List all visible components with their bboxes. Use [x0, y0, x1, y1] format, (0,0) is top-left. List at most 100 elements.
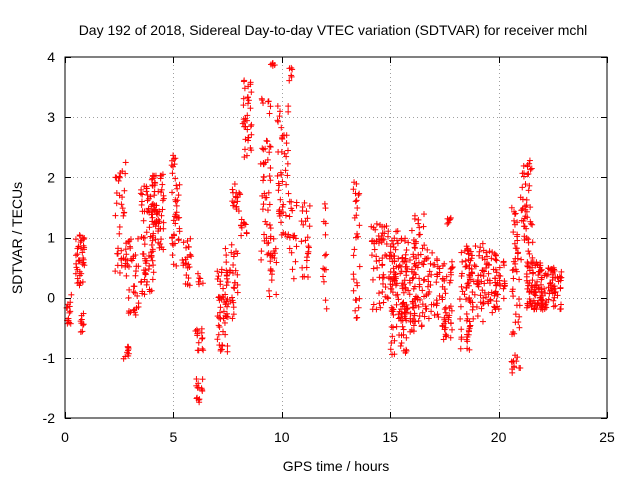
data-point: [474, 280, 481, 287]
data-point: [215, 293, 222, 300]
data-point: [258, 95, 265, 102]
data-point: [323, 305, 330, 312]
data-point: [301, 199, 308, 206]
data-point: [123, 272, 130, 279]
data-point: [373, 258, 380, 265]
data-point: [529, 221, 536, 228]
data-point: [421, 211, 428, 218]
data-point: [146, 224, 153, 231]
data-point: [387, 276, 394, 283]
data-point: [267, 103, 274, 110]
data-point: [323, 266, 330, 273]
data-point: [153, 202, 160, 209]
data-point: [465, 279, 472, 286]
data-point: [172, 220, 179, 227]
data-point: [198, 385, 205, 392]
data-point: [466, 295, 473, 302]
data-point: [281, 150, 288, 157]
data-point: [144, 197, 151, 204]
data-point: [267, 225, 274, 232]
data-point: [231, 279, 238, 286]
data-point: [264, 207, 271, 214]
data-point: [199, 345, 206, 352]
data-point: [288, 205, 295, 212]
data-point: [233, 189, 240, 196]
data-point: [411, 215, 418, 222]
data-point: [298, 238, 305, 245]
data-point: [275, 118, 282, 125]
data-point: [551, 294, 558, 301]
data-point: [403, 346, 410, 353]
data-point: [265, 189, 272, 196]
data-point: [434, 300, 441, 307]
data-point: [500, 285, 507, 292]
data-point: [303, 208, 310, 215]
data-point: [403, 334, 410, 341]
data-point: [435, 314, 442, 321]
data-point: [276, 108, 283, 115]
data-point: [266, 173, 273, 180]
data-point: [420, 277, 427, 284]
data-point: [389, 289, 396, 296]
data-point: [542, 302, 549, 309]
data-point: [429, 249, 436, 256]
data-point: [267, 258, 274, 265]
data-point: [154, 208, 161, 215]
data-point: [245, 83, 252, 90]
data-point: [389, 306, 396, 313]
data-point: [263, 221, 270, 228]
data-point: [237, 222, 244, 229]
data-point: [420, 261, 427, 268]
data-point: [351, 214, 358, 221]
data-point: [538, 288, 545, 295]
data-point: [234, 289, 241, 296]
data-point: [132, 289, 139, 296]
data-point: [135, 303, 142, 310]
data-point: [230, 311, 237, 318]
data-point: [395, 255, 402, 262]
data-point: [170, 261, 177, 268]
data-point: [289, 266, 296, 273]
axis-ticks: 0 5 10 15 20 25 -2 -1 0 1 2 3 4: [43, 49, 615, 445]
data-point: [529, 254, 536, 261]
data-point: [469, 306, 476, 313]
data-point: [131, 283, 138, 290]
data-point: [112, 212, 119, 219]
data-point: [512, 255, 519, 262]
data-point: [195, 339, 202, 346]
data-point: [412, 245, 419, 252]
data-point: [398, 268, 405, 275]
data-point: [384, 294, 391, 301]
data-point: [489, 309, 496, 316]
data-point: [179, 257, 186, 264]
data-point: [416, 224, 423, 231]
data-point: [406, 257, 413, 264]
data-point: [305, 244, 312, 251]
data-point: [228, 241, 235, 248]
y-tick-label: 0: [47, 290, 55, 306]
data-point: [280, 201, 287, 208]
data-point: [195, 380, 202, 387]
data-point: [444, 215, 451, 222]
data-point: [243, 229, 250, 236]
x-tick-label: 5: [170, 429, 178, 445]
data-point: [261, 190, 268, 197]
data-point: [273, 259, 280, 266]
data-point: [397, 342, 404, 349]
data-point: [549, 274, 556, 281]
data-point: [230, 284, 237, 291]
data-point: [224, 279, 231, 286]
data-point: [198, 335, 205, 342]
data-point: [141, 241, 148, 248]
data-point: [133, 263, 140, 270]
data-point: [282, 167, 289, 174]
data-point: [151, 182, 158, 189]
data-point: [473, 303, 480, 310]
data-point: [184, 281, 191, 288]
data-point: [446, 305, 453, 312]
data-point: [537, 259, 544, 266]
data-point: [466, 276, 473, 283]
data-point: [399, 255, 406, 262]
data-point: [218, 269, 225, 276]
data-point: [500, 295, 507, 302]
